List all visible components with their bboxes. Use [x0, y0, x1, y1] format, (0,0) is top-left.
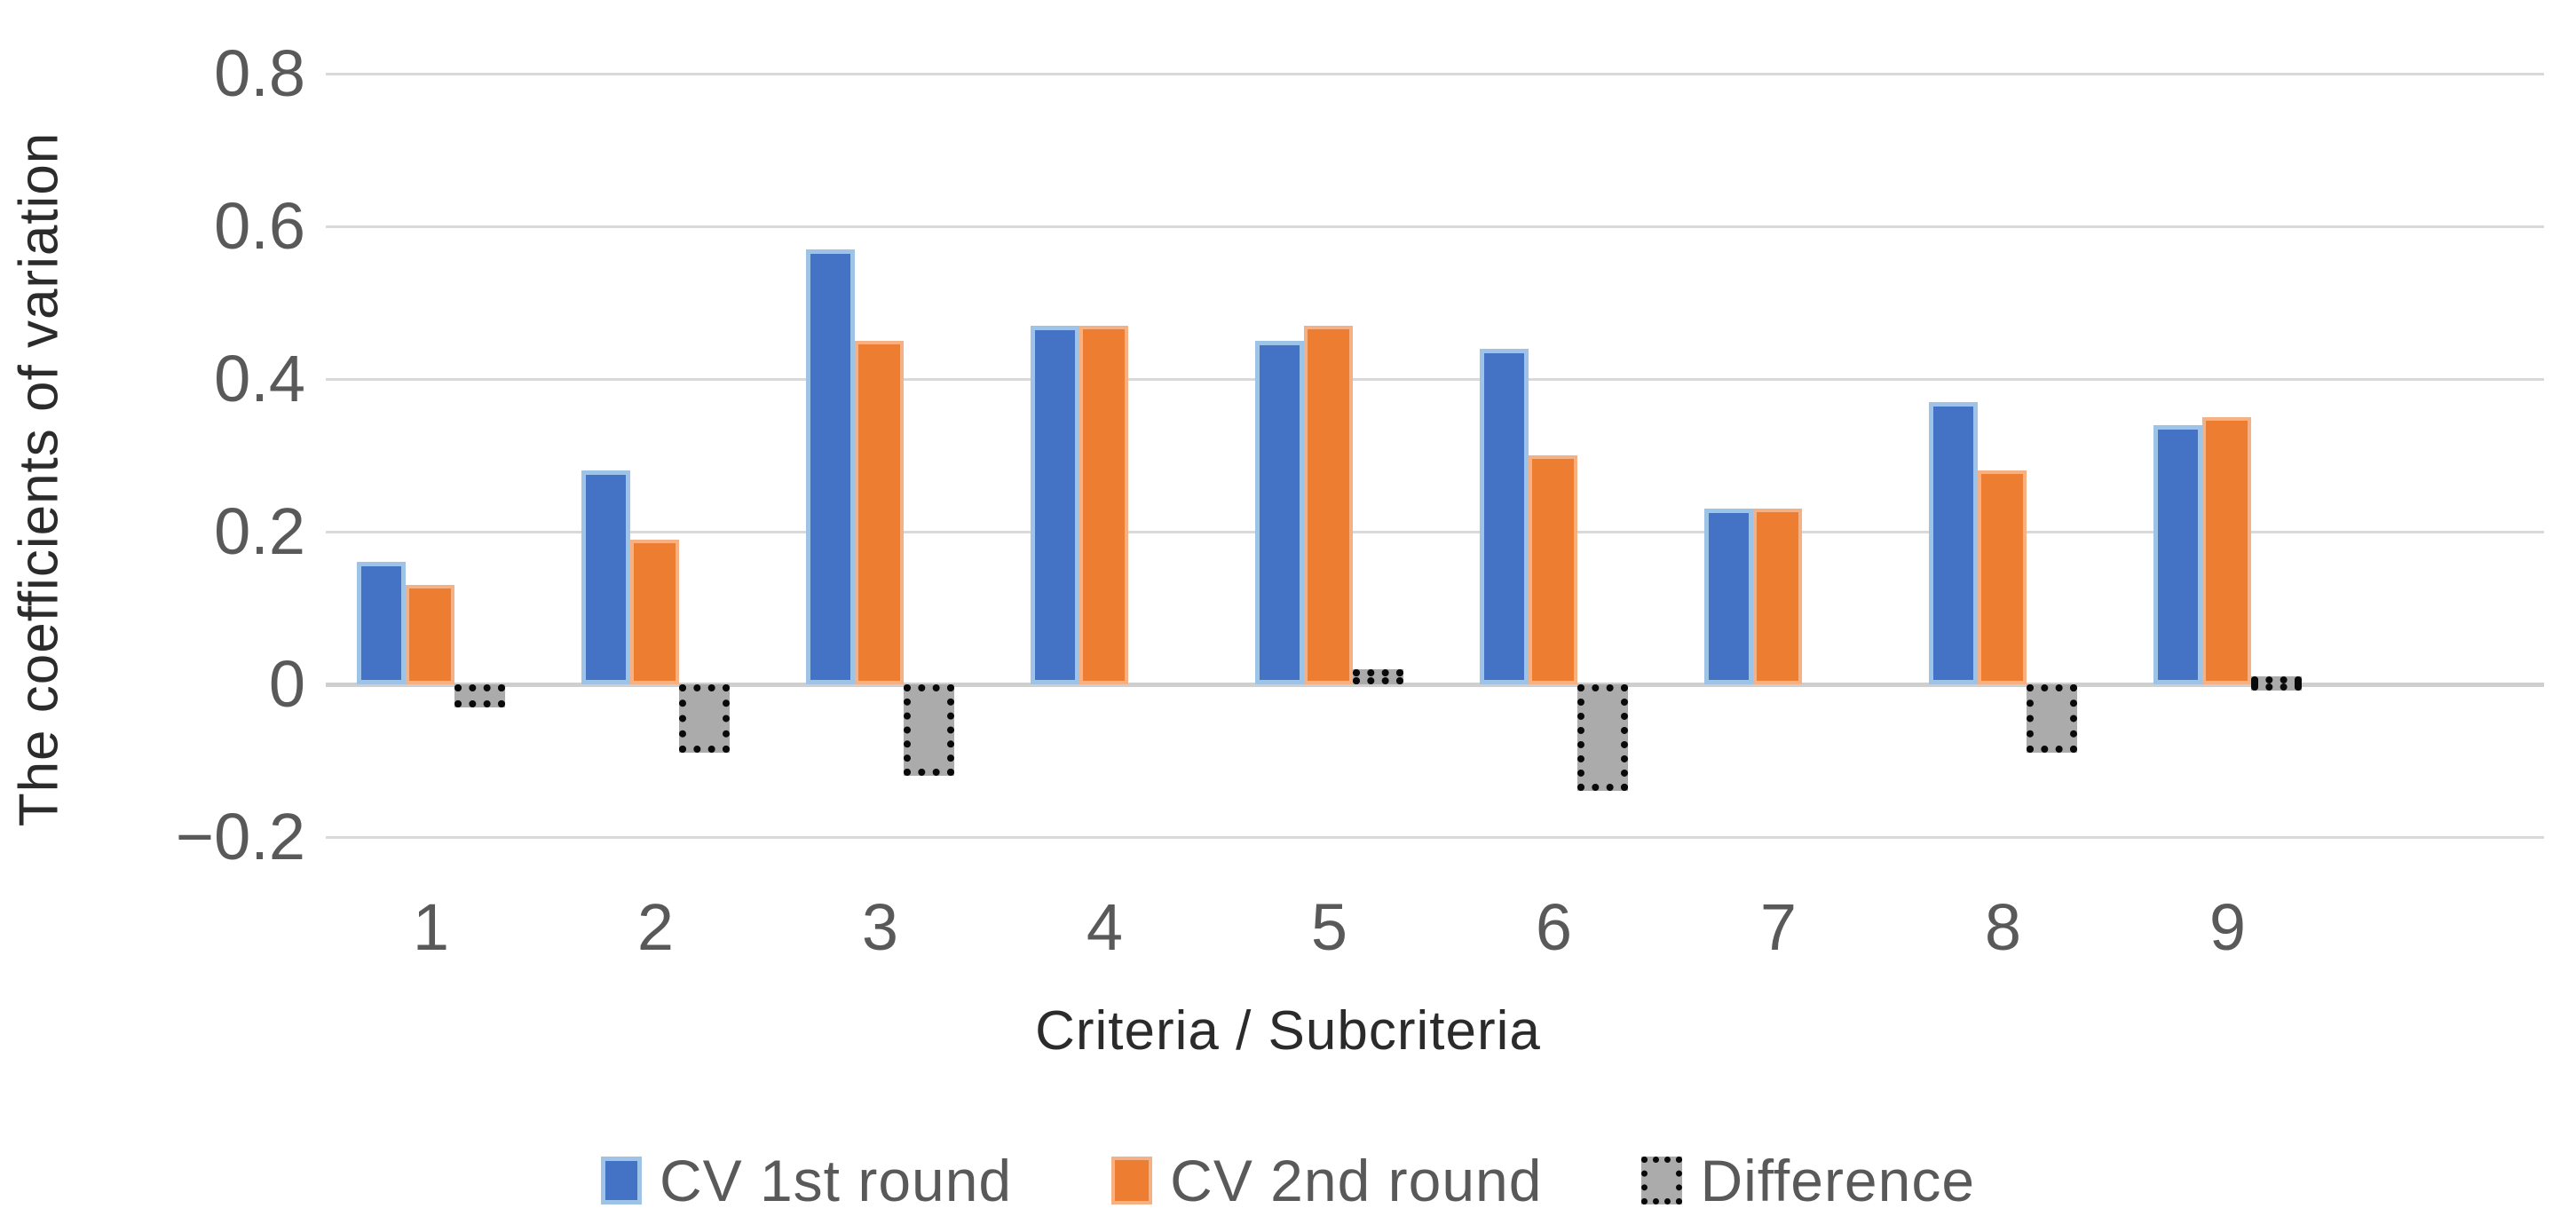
y-tick-label: 0.8 — [214, 36, 305, 110]
x-tick-label: 1 — [412, 890, 450, 964]
legend-swatch-icon — [1111, 1157, 1153, 1204]
bar-cv1-cat8 — [1929, 402, 1978, 684]
bar-cv1-cat5 — [1255, 341, 1304, 684]
bar-diff-cat3 — [904, 684, 954, 776]
legend-swatch-icon — [1641, 1157, 1683, 1204]
x-tick-label: 9 — [2209, 890, 2247, 964]
bar-diff-cat5 — [1353, 669, 1403, 684]
y-tick-label: 0 — [268, 647, 305, 721]
bar-cv1-cat3 — [806, 249, 855, 684]
gridline — [326, 225, 2544, 228]
bar-cv2-cat3 — [855, 341, 904, 684]
y-tick-label: 0.4 — [214, 342, 305, 415]
gridline — [326, 531, 2544, 533]
gridline — [326, 378, 2544, 381]
bar-cv1-cat7 — [1704, 509, 1753, 684]
bar-diff-cat9 — [2251, 676, 2302, 691]
bar-diff-cat2 — [679, 684, 730, 753]
y-tick-label: 0.2 — [214, 494, 305, 568]
bar-diff-cat8 — [2027, 684, 2077, 753]
bar-cv1-cat9 — [2153, 425, 2202, 684]
x-tick-label: 3 — [861, 890, 899, 964]
bar-cv1-cat1 — [357, 562, 406, 684]
x-tick-label: 7 — [1759, 890, 1798, 964]
y-tick-label: 0.6 — [214, 189, 305, 263]
bar-cv2-cat4 — [1079, 326, 1128, 684]
legend-label: CV 2nd round — [1170, 1148, 1543, 1213]
legend-label: Difference — [1700, 1148, 1976, 1213]
bar-diff-cat6 — [1577, 684, 1628, 791]
legend-item-cv2: CV 2nd round — [1111, 1147, 1542, 1214]
x-axis-line — [326, 683, 2544, 687]
bar-cv2-cat7 — [1753, 509, 1802, 684]
x-axis-title: Criteria / Subcriteria — [1035, 1000, 1541, 1062]
legend-label: CV 1st round — [659, 1148, 1013, 1213]
x-tick-label: 2 — [636, 890, 675, 964]
bar-cv2-cat5 — [1304, 326, 1353, 684]
bar-diff-cat1 — [454, 684, 505, 707]
bar-cv2-cat8 — [1978, 470, 2027, 684]
x-tick-label: 8 — [1984, 890, 2022, 964]
bar-cv1-cat2 — [581, 470, 630, 684]
gridline — [326, 836, 2544, 839]
x-tick-label: 5 — [1310, 890, 1348, 964]
bar-cv1-cat4 — [1031, 326, 1079, 684]
x-tick-label: 6 — [1535, 890, 1573, 964]
legend-item-difference: Difference — [1641, 1147, 1975, 1214]
legend-item-cv1: CV 1st round — [600, 1147, 1013, 1214]
gridline — [326, 73, 2544, 75]
legend-swatch-icon — [600, 1157, 642, 1204]
bar-cv2-cat1 — [406, 585, 454, 684]
y-tick-label: −0.2 — [175, 800, 305, 873]
bar-cv2-cat9 — [2202, 417, 2251, 684]
bar-cv2-cat6 — [1529, 455, 1577, 684]
legend: CV 1st round CV 2nd round Difference — [0, 1147, 2576, 1214]
bar-cv2-cat2 — [630, 540, 679, 684]
bar-cv1-cat6 — [1480, 349, 1529, 684]
x-tick-label: 4 — [1086, 890, 1124, 964]
